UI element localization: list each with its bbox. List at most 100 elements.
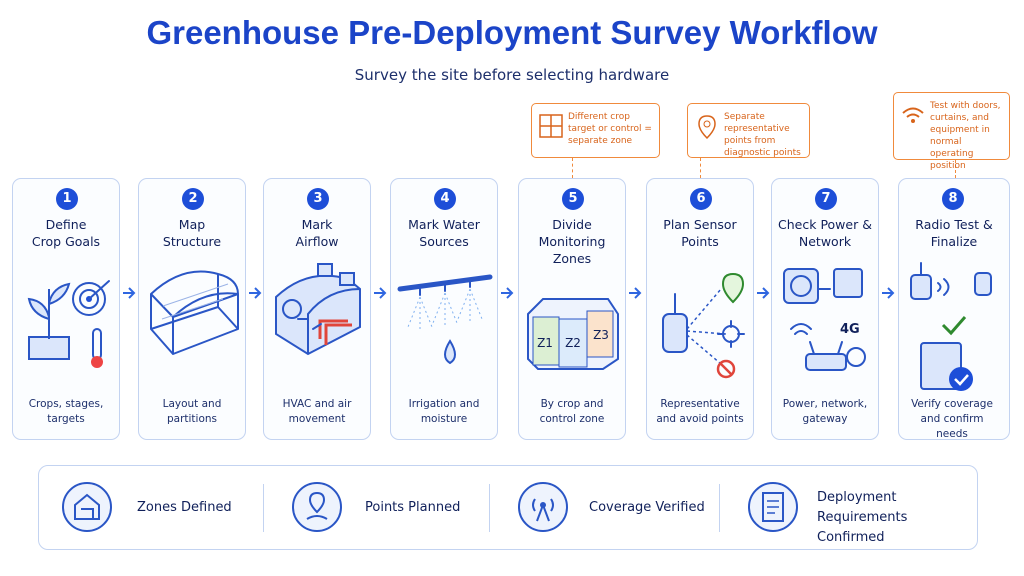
arrow (501, 287, 514, 299)
step-card: 7 Check Power & Network Power, network, gat… (771, 178, 879, 440)
outcome-icon (62, 482, 112, 532)
icon-part (292, 482, 342, 532)
step-description: Power, network, gateway (782, 398, 868, 425)
icon-part (558, 318, 588, 368)
step-icon (910, 262, 992, 391)
step-number: 2 (182, 188, 204, 210)
icon-part (949, 367, 973, 391)
icon-part (306, 492, 328, 520)
step-icon: 4G (783, 268, 866, 371)
step-icon (150, 270, 239, 355)
icon-part (123, 287, 136, 299)
icon-part (703, 120, 711, 128)
icon-part (62, 482, 112, 532)
title-line: Finalize (930, 234, 978, 249)
callout-connector (572, 158, 573, 178)
step-title: Map Structure (139, 216, 245, 250)
icon-part (790, 323, 812, 335)
icon-part (974, 272, 992, 296)
icon-part (767, 500, 779, 514)
icon-part (662, 313, 688, 353)
step-card: 2 Map Structure Layout and partitions (138, 178, 246, 440)
icon-part (698, 115, 716, 140)
step-title: Divide Monitoring Zones (519, 216, 625, 267)
icon-part (339, 272, 355, 286)
step-number: 6 (690, 188, 712, 210)
icon-part (721, 273, 745, 304)
icon-part (540, 115, 562, 137)
step-description: Irrigation and moisture (408, 398, 480, 425)
title-line: Plan Sensor (663, 217, 737, 232)
icon-part (79, 289, 99, 309)
step-title: Mark Airflow (264, 216, 370, 250)
arrow (123, 287, 136, 299)
callout: Different crop target or control = separ… (531, 103, 660, 158)
icon-part (941, 316, 967, 336)
icon-part (444, 339, 456, 365)
title-line: Divide (552, 217, 592, 232)
arrow (629, 287, 642, 299)
icon-part (954, 374, 969, 386)
step-number: 4 (434, 188, 456, 210)
step-title: Radio Test & Finalize (899, 216, 1009, 250)
step-card: 5 Divide Monitoring Zones By crop and contr… (518, 178, 626, 440)
icon-part (586, 310, 614, 358)
icon-part (282, 299, 302, 319)
divider (489, 484, 490, 532)
outcome-icon (292, 482, 342, 532)
step-icon: Z1 Z2 Z3 (527, 298, 619, 370)
callout-text: Test with doors, curtains, and equipment… (930, 101, 1001, 171)
icon-part (532, 498, 554, 522)
step-title: Define Crop Goals (13, 216, 119, 250)
callout-text: Separate representative points from diag… (724, 112, 801, 158)
step-card: 6 Plan Sensor Points Representative and avo… (646, 178, 754, 440)
icon-part (540, 502, 546, 508)
icon-part (686, 288, 727, 365)
network-label: 4G (840, 322, 860, 337)
icon-part (74, 493, 100, 520)
step-number: 8 (942, 188, 964, 210)
step-icon (662, 273, 745, 379)
icon-part (88, 280, 110, 300)
callout-text: Different crop target or control = separ… (568, 112, 652, 146)
callout-icon (902, 107, 924, 123)
icon-part (501, 287, 514, 299)
icon-part (717, 320, 745, 348)
outcome-icon (748, 482, 798, 532)
step-description: By crop and control zone (539, 398, 605, 425)
icon-part (720, 363, 732, 375)
zone-label: Z2 (565, 336, 581, 350)
icon-part (397, 274, 493, 292)
icon-part (318, 319, 352, 345)
icon-part (532, 316, 560, 366)
title: Greenhouse Pre-Deployment Survey Workflo… (146, 14, 878, 51)
icon-part (150, 270, 239, 355)
icon-part (937, 278, 950, 296)
title-line: Airflow (295, 234, 339, 249)
icon-part (716, 359, 736, 379)
step-icon (275, 263, 361, 356)
step-description: HVAC and air movement (282, 398, 352, 425)
icon-part (249, 287, 262, 299)
callout: Separate representative points from diag… (687, 103, 810, 158)
callout-connector (700, 158, 701, 178)
step-number: 3 (307, 188, 329, 210)
step-title: Mark Water Sources (391, 216, 497, 250)
subtitle: Survey the site before selecting hardwar… (354, 66, 670, 84)
callout-icon (539, 114, 563, 138)
title-line: Map (178, 217, 206, 232)
title-line: Crop Goals (31, 234, 101, 249)
title-line: Mark Water (408, 217, 480, 232)
callout-icon (698, 115, 716, 140)
icon-part (27, 282, 71, 339)
icon-part (297, 318, 322, 330)
title-line: Define (45, 217, 87, 232)
zone-label: Z3 (593, 328, 609, 342)
icon-part (374, 287, 387, 299)
icon-part (629, 287, 642, 299)
icon-part (161, 283, 229, 320)
outcome-icon (518, 482, 568, 532)
step-description: Verify coverage and confirm needs (911, 398, 993, 440)
callout: Test with doors, curtains, and equipment… (893, 92, 1010, 171)
outcome-bar: Zones Defined Points Planned Coverage Veri… (38, 465, 978, 550)
